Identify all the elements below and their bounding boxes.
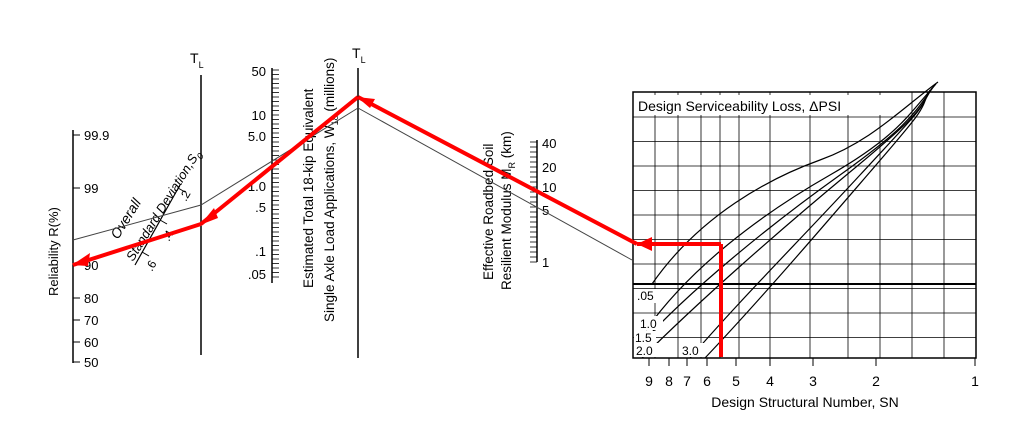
psi-label: 3.0 [682,344,699,358]
modulus-tick-label: 1 [542,255,549,270]
sn-tick-label: 3 [809,373,817,389]
reliability-tick-label: 99.9 [84,128,109,143]
psi-label: 2.0 [636,344,653,358]
turning-line-left-label: TL [190,50,204,70]
solution-segment-traffic [199,95,360,226]
std-dev-scale: .2 .4 .6 Overall Standard Deviation,S0 [107,151,206,274]
arrowhead-reliability [72,253,90,266]
sn-tick-label: 2 [872,373,880,389]
sn-tick-label: 7 [683,373,691,389]
psi-label-bg [636,289,658,303]
modulus-tick-label: 40 [542,136,556,151]
traffic-tick-label: .1 [255,244,266,259]
reliability-axis-label: Reliability R(%) [46,207,61,296]
psi-curve [645,83,937,331]
turning-line-left-t: T [190,50,199,66]
solution-segment-modulus [357,95,638,246]
design-chart: Design Serviceability Loss, ΔPSI .05 1.0… [632,81,979,410]
psi-curve [639,85,935,346]
std-dev-tick [159,219,168,225]
traffic-tick-label: 10 [252,108,266,123]
traffic-label-line2: Single Axle Load Applications, W18 (mill… [322,58,340,322]
std-dev-tick [177,187,186,193]
traffic-label-subscript: 18 [330,115,340,125]
reliability-tick-label: 80 [84,291,98,306]
std-dev-tick-label: .6 [142,258,159,274]
turning-line-left: TL [190,50,204,355]
psi-curve [689,89,931,359]
std-dev-tick [141,251,150,257]
psi-label: 1.0 [640,317,657,331]
psi-label: .05 [637,289,654,303]
modulus-tick-label: 5 [542,203,549,218]
design-chart-title: Design Serviceability Loss, ΔPSI [638,98,841,114]
design-chart-grid [633,92,976,358]
psi-curves [639,81,939,359]
sn-tick-label: 5 [732,373,740,389]
traffic-label-text: Single Axle Load Applications, W [322,125,337,322]
solution-path [72,95,723,357]
design-chart-title-bg [635,95,890,115]
turning-line-right-t: T [352,45,361,61]
modulus-minor-ticks [530,141,537,263]
modulus-label-line2: Resilient Modulus MR (km) [499,131,517,290]
psi-label-bg [635,343,659,357]
traffic-label-suffix: (millions) [322,58,337,116]
turning-line-right-label: TL [352,45,366,65]
modulus-scale: 40 20 10 5 1 Effective Roadbed Soil Resi… [481,131,556,290]
modulus-label-subscript: R [507,161,517,168]
psi-curve [704,91,929,359]
reliability-tick-label: 99 [84,181,98,196]
sn-tick-label: 4 [766,373,774,389]
traffic-tick-label: .5 [255,200,266,215]
arrowhead-modulus [637,237,652,251]
traffic-label-line1: Estimated Total 18-kip Equivalent [301,88,316,288]
sn-tick-label: 1 [971,373,979,389]
reliability-tick-label: 70 [84,313,98,328]
reliability-tick-label: 50 [84,355,98,370]
sn-tick-label: 8 [665,373,673,389]
psi-label-bg [634,331,656,344]
traffic-minor-ticks [272,69,279,278]
traffic-tick-label: 50 [252,64,266,79]
traffic-tick-label: 5.0 [248,129,266,144]
std-dev-axis [134,184,181,266]
traffic-tick-label: .05 [248,267,266,282]
psi-curve [651,81,939,285]
modulus-label-suffix: (km) [499,131,514,162]
guide-line-modulus [357,107,633,261]
arrowhead-traffic [200,208,218,225]
turning-line-left-subscript: L [199,60,204,70]
solution-segment-reliability [72,222,202,267]
arrowhead-turning [357,97,375,108]
psi-label-bg [681,343,705,357]
turning-line-right-subscript: L [361,55,366,65]
traffic-scale: 50 10 5.0 1.0 .5 .1 .05 Estimated Total … [248,58,340,322]
psi-label: 1.5 [635,331,652,345]
reliability-tick-label: 60 [84,335,98,350]
design-chart-frame [632,91,977,359]
sn-tick-label: 6 [703,373,711,389]
turning-line-right: TL [352,45,366,358]
sn-tick-label: 9 [645,373,653,389]
sn-axis-label: Design Structural Number, SN [711,394,899,410]
modulus-label-text: Resilient Modulus M [499,168,514,290]
modulus-tick-label: 10 [542,180,556,195]
reliability-scale: 99.9 99 90 80 70 60 50 Reliability R(%) [46,128,109,370]
modulus-tick-label: 20 [542,160,556,175]
psi-label-bg [639,316,663,330]
